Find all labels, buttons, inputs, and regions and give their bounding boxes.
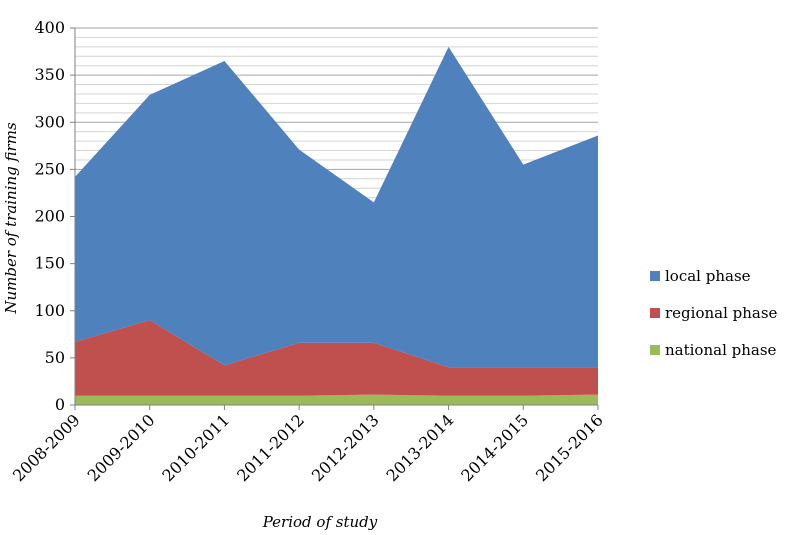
legend-label: local phase [665,267,751,285]
y-tick-label: 150 [34,254,65,273]
x-tick-labels: 2008-2009 2009-2010 2010-2011 2011-2012 2012… [9,410,607,485]
area-series [75,46,598,405]
y-tick-label: 50 [45,348,65,367]
legend: local phase regional phase national phase [650,267,778,359]
x-tick-label: 2012-2013 [308,410,383,485]
y-tick-label: 100 [34,301,65,320]
y-tick-label: 250 [34,159,65,178]
y-tick-labels: 0 50 100 150 200 250 300 350 400 [34,18,65,414]
x-tick-label: 2015-2016 [532,410,607,485]
x-tick-label: 2010-2011 [158,410,233,485]
y-tick-label: 300 [34,112,65,131]
y-tick-label: 0 [55,395,65,414]
legend-label: regional phase [665,304,778,322]
x-tick-label: 2009-2010 [84,410,159,485]
y-tick-label: 350 [34,65,65,84]
x-tick-label: 2013-2014 [383,410,458,485]
legend-swatch [650,345,660,355]
area-national-phase [75,394,598,405]
legend-swatch [650,308,660,318]
x-tick-label: 2008-2009 [9,410,84,485]
y-tick-label: 400 [34,18,65,37]
legend-label: national phase [665,341,777,359]
x-tick-label: 2014-2015 [457,410,532,485]
area-regional-phase [75,320,598,396]
axes [70,27,599,410]
y-axis-title: Number of training firms [2,122,20,315]
x-tick-label: 2011-2012 [233,410,308,485]
area-local-phase [75,46,598,368]
y-tick-label: 200 [34,207,65,226]
x-axis-title: Period of study [262,513,378,531]
legend-swatch [650,271,660,281]
